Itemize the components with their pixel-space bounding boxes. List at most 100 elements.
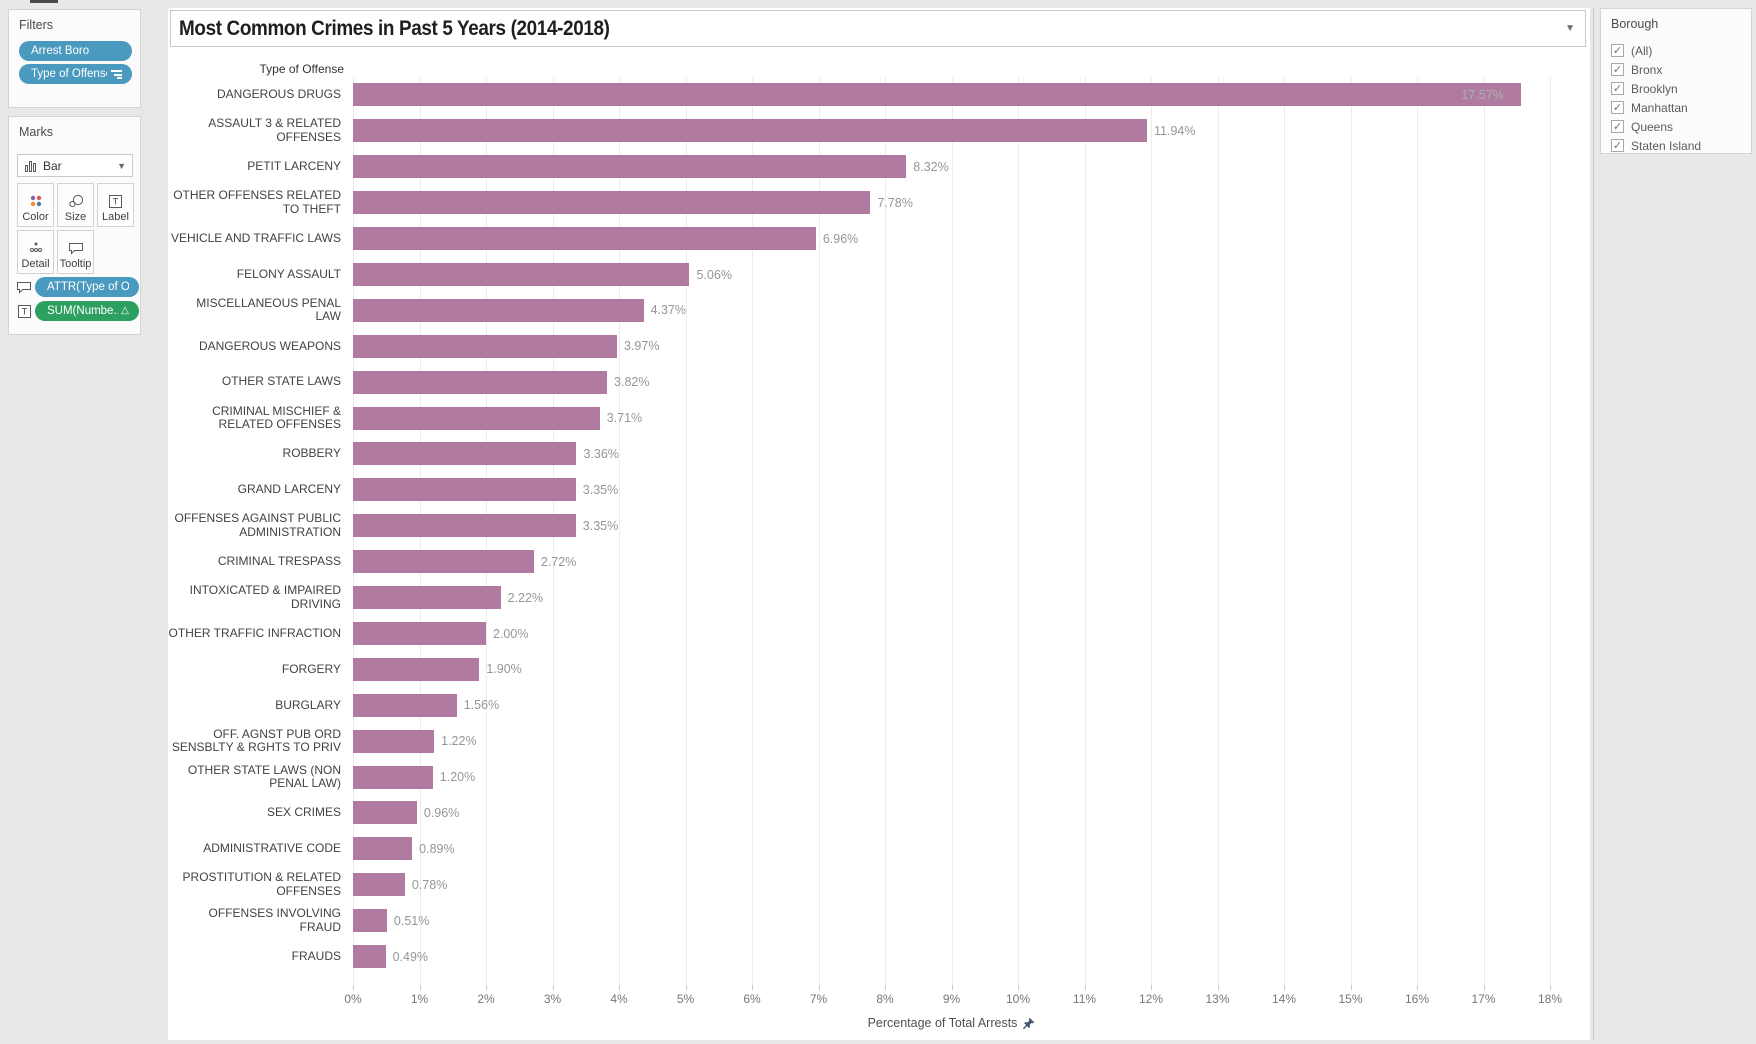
checkbox-icon[interactable]: ✓	[1611, 44, 1624, 57]
axis-tick	[1151, 985, 1152, 990]
gridline	[818, 77, 820, 985]
axis-tick-label: 1%	[410, 992, 429, 1006]
bar[interactable]	[353, 550, 534, 574]
bar[interactable]	[353, 227, 816, 251]
bar-value-label: 2.00%	[493, 626, 529, 641]
axis-tick-label: 6%	[743, 992, 761, 1006]
bar-row: FORGERY 1.90%	[168, 651, 1590, 687]
gridline	[951, 77, 953, 985]
bar-row: OTHER OFFENSES RELATED TO THEFT 7.78%	[168, 185, 1590, 221]
bar[interactable]	[353, 478, 576, 502]
axis-tick-label: 18%	[1537, 992, 1563, 1006]
bar[interactable]	[353, 693, 457, 717]
filter-pill[interactable]: Arrest Boro	[19, 41, 132, 61]
bar[interactable]	[353, 873, 405, 897]
bar-row: OTHER STATE LAWS 3.82%	[168, 364, 1590, 400]
bar[interactable]	[353, 657, 480, 681]
bar-value-label: 1.20%	[439, 770, 476, 785]
chevron-down-icon[interactable]: ▼	[1565, 23, 1575, 34]
borough-option-manhattan[interactable]: ✓ Manhattan	[1611, 98, 1701, 117]
tooltip-button[interactable]: Tooltip	[57, 230, 94, 274]
color-button[interactable]: Color	[17, 183, 54, 227]
bar-value-label: 3.97%	[624, 339, 660, 354]
bar[interactable]	[353, 729, 435, 753]
checkbox-icon[interactable]: ✓	[1611, 139, 1624, 152]
axis-tick-label: 17%	[1471, 992, 1496, 1006]
axis-tick	[752, 985, 753, 990]
marks-pill[interactable]: ATTR(Type of O..	[35, 277, 139, 297]
filter-pill-list: Arrest Boro Type of Offense	[19, 41, 132, 87]
checkbox-icon[interactable]: ✓	[1611, 120, 1624, 133]
sort-descending-icon	[111, 69, 122, 80]
borough-option-statenisland[interactable]: ✓ Staten Island	[1611, 136, 1701, 155]
borough-option-brooklyn[interactable]: ✓ Brooklyn	[1611, 79, 1701, 98]
filters-card-title: Filters	[19, 18, 54, 32]
axis-tick-label: 13%	[1205, 992, 1230, 1006]
axis-tick	[1550, 985, 1551, 990]
mark-type-dropdown[interactable]: Bar ▼	[17, 154, 133, 177]
bar[interactable]	[353, 945, 386, 969]
borough-option-bronx[interactable]: ✓ Bronx	[1611, 60, 1701, 79]
gridline	[1217, 77, 1219, 985]
bar[interactable]	[353, 406, 600, 430]
marks-button-label: Detail	[21, 258, 50, 270]
bar[interactable]	[353, 298, 644, 322]
label-button[interactable]: T Label	[97, 183, 134, 227]
bar[interactable]	[353, 765, 433, 789]
bar[interactable]	[353, 801, 417, 825]
axis-tick	[1284, 985, 1285, 990]
bar[interactable]	[353, 621, 486, 645]
checkbox-icon[interactable]: ✓	[1611, 63, 1624, 76]
category-label: CRIMINAL TRESPASS	[217, 553, 341, 568]
filter-pill[interactable]: Type of Offense	[19, 64, 132, 84]
bar[interactable]	[353, 191, 871, 215]
bar[interactable]	[353, 514, 576, 538]
chevron-down-icon[interactable]: ▼	[117, 160, 126, 171]
category-label: VEHICLE AND TRAFFIC LAWS	[170, 230, 341, 245]
borough-option-queens[interactable]: ✓ Queens	[1611, 117, 1701, 136]
bar[interactable]	[353, 262, 690, 286]
axis-tick-label: 15%	[1338, 992, 1363, 1006]
checkbox-icon[interactable]: ✓	[1611, 101, 1624, 114]
axis-tick-label: 2%	[477, 992, 495, 1006]
axis-tick	[619, 985, 620, 990]
gridline	[1417, 77, 1418, 985]
bar[interactable]	[353, 370, 608, 394]
axis-tick	[1217, 985, 1219, 990]
bar-value-label: 0.96%	[423, 806, 460, 820]
bar[interactable]	[353, 586, 501, 610]
bar-row: OFFENSES AGAINST PUBLIC ADMINISTRATION 3.…	[168, 508, 1590, 544]
marks-pill[interactable]: SUM(Numbe.. △	[35, 301, 139, 321]
bar[interactable]	[353, 83, 1522, 107]
bar-row: DANGEROUS WEAPONS 3.97%	[168, 328, 1590, 364]
bar[interactable]	[353, 837, 413, 861]
pin-icon[interactable]	[1022, 1017, 1035, 1030]
axis-tick-label: 12%	[1138, 992, 1164, 1006]
svg-text:T: T	[21, 306, 27, 316]
axis-tick-label: 4%	[610, 992, 628, 1006]
bar[interactable]	[353, 334, 617, 358]
warning-delta-icon: △	[121, 305, 129, 316]
label-icon: T	[109, 194, 122, 208]
size-button[interactable]: Size	[57, 183, 94, 227]
gridline	[752, 77, 753, 985]
detail-button[interactable]: Detail	[17, 230, 54, 274]
marks-pill-label: ATTR(Type of O..	[47, 281, 129, 293]
gridline	[1550, 77, 1551, 985]
bar-row: ASSAULT 3 & RELATED OFFENSES 11.94%	[168, 113, 1590, 149]
borough-option-all[interactable]: ✓ (All)	[1611, 41, 1701, 60]
bar[interactable]	[353, 155, 907, 179]
bar[interactable]	[353, 442, 577, 466]
bar-value-label: 4.37%	[650, 303, 687, 318]
category-label: ADMINISTRATIVE CODE	[203, 841, 341, 856]
bar-value-label: 0.89%	[419, 841, 455, 856]
bar-value-label: 3.36%	[583, 447, 619, 461]
checkbox-icon[interactable]: ✓	[1611, 82, 1624, 95]
bar-row: MISCELLANEOUS PENAL LAW 4.37%	[168, 292, 1590, 328]
bar[interactable]	[353, 119, 1147, 143]
svg-text:T: T	[113, 196, 119, 206]
bar[interactable]	[353, 909, 387, 933]
category-label: ROBBERY	[282, 446, 341, 461]
category-label: OTHER STATE LAWS (NON PENAL LAW)	[187, 762, 341, 791]
axis-tick	[1084, 985, 1086, 990]
